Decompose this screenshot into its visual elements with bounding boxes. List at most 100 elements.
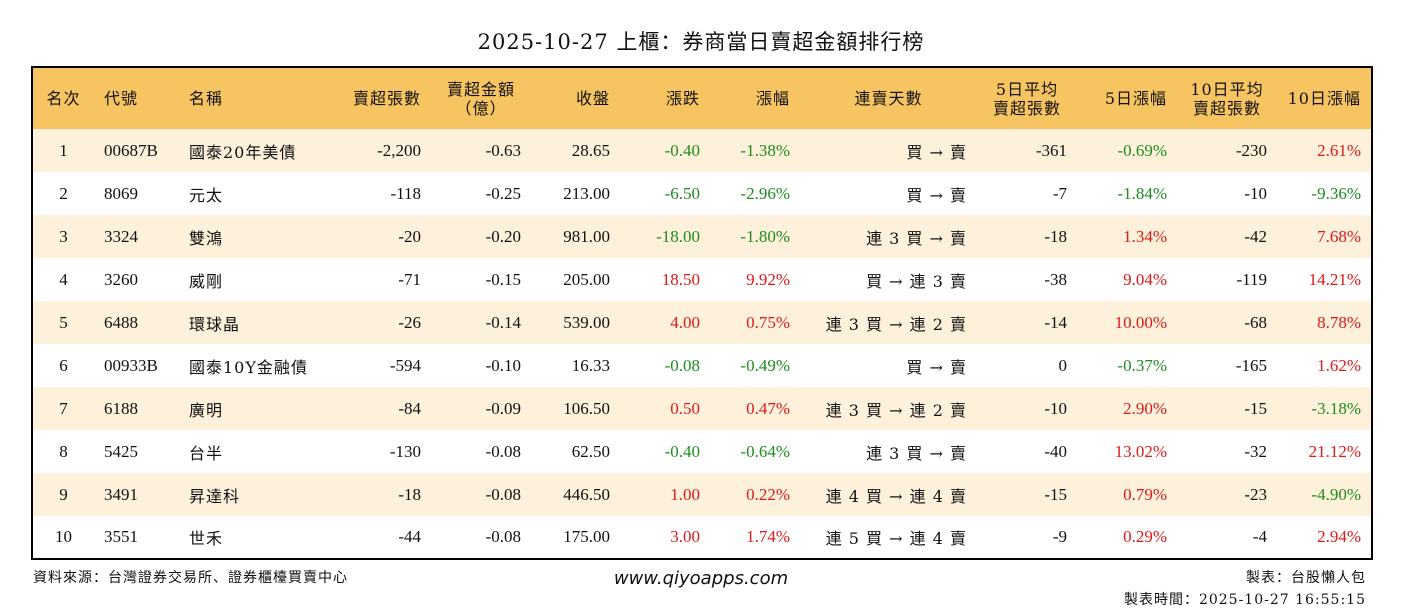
cell-sell-amount: -0.20 <box>485 226 521 246</box>
table-body: 1 00687B 國泰20年美債 -2,200 -0.63 28.65 -0.40 -1.38… <box>32 129 1372 559</box>
cell-sell-volume: -2,200 <box>377 140 421 160</box>
cell-name: 昇達科 <box>189 486 241 506</box>
cell-change-pct: 9.92% <box>746 269 790 289</box>
cell-avg10: -165 <box>1235 355 1267 375</box>
cell-name: 國泰10Y金融債 <box>189 357 308 377</box>
cell-close: 16.33 <box>571 355 610 375</box>
cell-change: 3.00 <box>670 527 700 546</box>
cell-avg5: -7 <box>1052 183 1067 203</box>
cell-pct5: -1.84% <box>1117 183 1167 203</box>
cell-rank: 10 <box>55 527 72 546</box>
cell-close: 446.50 <box>563 484 610 504</box>
cell-streak: 連 3 買 → 賣 <box>866 443 967 463</box>
cell-code: 3324 <box>104 226 138 246</box>
cell-close: 539.00 <box>563 312 610 332</box>
cell-sell-volume: -44 <box>398 527 421 546</box>
col-header-sell-amount: 賣超金額 （億） <box>431 67 531 129</box>
col-header-avg10-line1: 10日平均 <box>1190 79 1264 99</box>
cell-streak: 連 3 買 → 賣 <box>866 228 967 248</box>
cell-pct10: -9.36% <box>1311 183 1361 203</box>
cell-pct10: 8.78% <box>1317 312 1361 332</box>
cell-change: -18.00 <box>656 226 700 246</box>
cell-code: 00687B <box>104 140 158 160</box>
cell-streak: 連 5 買 → 連 4 賣 <box>825 529 967 548</box>
cell-streak: 買 → 賣 <box>906 142 967 162</box>
cell-change-pct: -2.96% <box>740 183 790 203</box>
table-row: 5 6488 環球晶 -26 -0.14 539.00 4.00 0.75% 連 3 買 → 連… <box>32 301 1372 344</box>
cell-pct10: 2.94% <box>1317 527 1361 546</box>
cell-change: 1.00 <box>670 484 700 504</box>
col-header-name: 名稱 <box>189 89 224 108</box>
table-row: 2 8069 元太 -118 -0.25 213.00 -6.50 -2.96% 買 → 賣 -7… <box>32 172 1372 215</box>
cell-pct10: -3.18% <box>1311 398 1361 418</box>
cell-avg5: -14 <box>1044 312 1067 332</box>
cell-avg10: -15 <box>1244 398 1267 418</box>
cell-change-pct: 0.47% <box>746 398 790 418</box>
cell-close: 205.00 <box>563 269 610 289</box>
cell-streak: 連 3 買 → 連 2 賣 <box>825 314 967 334</box>
cell-sell-amount: -0.08 <box>485 484 521 504</box>
cell-code: 6488 <box>104 312 138 332</box>
cell-avg10: -119 <box>1236 269 1267 289</box>
cell-streak: 買 → 賣 <box>906 185 967 205</box>
cell-name: 威剛 <box>189 271 224 291</box>
cell-rank: 4 <box>59 269 68 289</box>
cell-avg5: -18 <box>1044 226 1067 246</box>
cell-change: -0.08 <box>664 355 700 375</box>
table-maker: 製表：台股懶人包 <box>1246 570 1366 586</box>
cell-pct10: -4.90% <box>1311 484 1361 504</box>
cell-name: 世禾 <box>189 529 224 548</box>
col-header-sell-volume: 賣超張數 <box>352 89 421 108</box>
cell-close: 981.00 <box>563 226 610 246</box>
cell-code: 3260 <box>104 269 138 289</box>
cell-sell-amount: -0.08 <box>485 441 521 461</box>
cell-close: 106.50 <box>563 398 610 418</box>
cell-rank: 2 <box>59 183 68 203</box>
col-header-rank: 名次 <box>46 89 81 108</box>
cell-pct10: 21.12% <box>1308 441 1361 461</box>
cell-sell-volume: -594 <box>389 355 421 375</box>
cell-close: 213.00 <box>563 183 610 203</box>
cell-avg5: -38 <box>1044 269 1067 289</box>
table-row: 4 3260 威剛 -71 -0.15 205.00 18.50 9.92% 買 → 連 3 賣… <box>32 258 1372 301</box>
cell-avg10: -4 <box>1252 527 1267 546</box>
page-title: 2025-10-27 上櫃：券商當日賣超金額排行榜 <box>477 30 925 54</box>
cell-code: 00933B <box>104 355 158 375</box>
cell-avg10: -230 <box>1235 140 1267 160</box>
cell-pct5: -0.37% <box>1117 355 1167 375</box>
cell-pct10: 2.61% <box>1317 140 1361 160</box>
col-header-avg5-line2: 賣超張數 <box>992 98 1061 118</box>
cell-avg5: -10 <box>1044 398 1067 418</box>
cell-name: 環球晶 <box>189 314 241 334</box>
col-header-streak: 連賣天數 <box>854 89 923 108</box>
table-header-row: 名次 代號 名稱 賣超張數 賣超金額 （億） 收盤 漲跌 漲幅 連賣天數 5日平… <box>32 67 1372 129</box>
cell-sell-volume: -26 <box>398 312 421 332</box>
cell-rank: 8 <box>59 441 68 461</box>
cell-code: 8069 <box>104 183 138 203</box>
website-link[interactable]: www.qiyoapps.com <box>613 568 789 589</box>
table-row: 3 3324 雙鴻 -20 -0.20 981.00 -18.00 -1.80% 連 3 買 →… <box>32 215 1372 258</box>
col-header-sell-amount-line1: 賣超金額 <box>446 79 515 99</box>
cell-sell-amount: -0.15 <box>485 269 521 289</box>
cell-avg5: -15 <box>1044 484 1067 504</box>
cell-code: 5425 <box>104 441 138 461</box>
cell-rank: 3 <box>59 226 68 246</box>
col-header-avg10-line2: 賣超張數 <box>1192 98 1261 118</box>
cell-name: 元太 <box>189 185 224 205</box>
cell-change: -0.40 <box>664 140 700 160</box>
cell-pct5: 2.90% <box>1123 398 1167 418</box>
cell-close: 175.00 <box>563 527 610 546</box>
cell-change-pct: 0.75% <box>746 312 790 332</box>
cell-sell-volume: -84 <box>398 398 421 418</box>
cell-name: 雙鴻 <box>189 228 224 248</box>
cell-avg10: -68 <box>1244 312 1267 332</box>
cell-close: 28.65 <box>571 140 610 160</box>
cell-avg5: -9 <box>1052 527 1067 546</box>
cell-close: 62.50 <box>571 441 610 461</box>
cell-pct5: 9.04% <box>1123 269 1167 289</box>
cell-change-pct: -0.64% <box>740 441 790 461</box>
table-row: 1 00687B 國泰20年美債 -2,200 -0.63 28.65 -0.40 -1.38… <box>32 129 1372 172</box>
col-header-pct10: 10日漲幅 <box>1287 89 1361 108</box>
cell-name: 國泰20年美債 <box>189 142 297 162</box>
cell-pct5: 1.34% <box>1123 226 1167 246</box>
